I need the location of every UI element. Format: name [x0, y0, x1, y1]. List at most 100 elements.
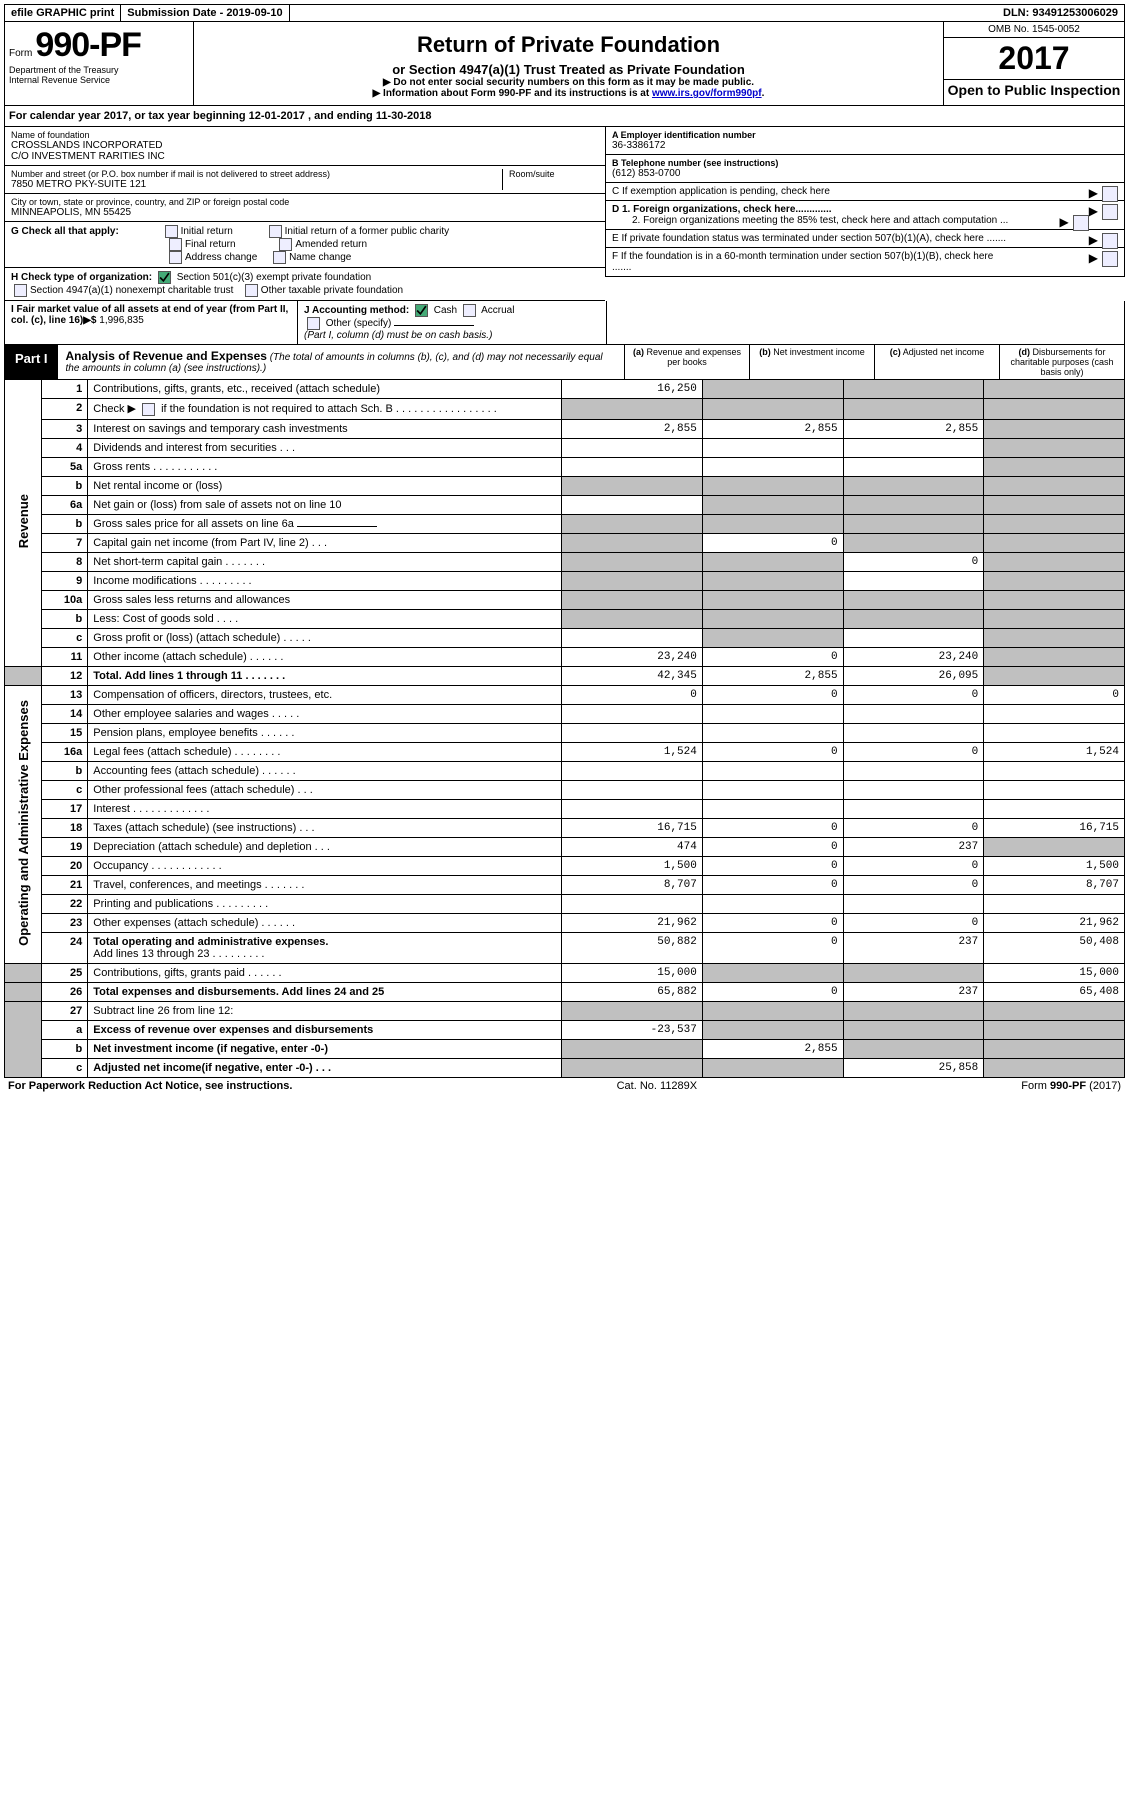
ln: c — [42, 780, 88, 799]
col-c-head: (c) Adjusted net income — [875, 345, 1000, 379]
amt-d — [984, 399, 1125, 420]
amt-c: 25,858 — [843, 1058, 984, 1077]
ln: 22 — [42, 894, 88, 913]
ln: 21 — [42, 875, 88, 894]
desc: Net rental income or (loss) — [88, 476, 562, 495]
other-specify-field[interactable] — [394, 325, 474, 326]
amt-b: 2,855 — [702, 666, 843, 685]
desc: Travel, conferences, and meetings . . . … — [88, 875, 562, 894]
checkbox-other-taxable[interactable] — [245, 284, 258, 297]
desc: Depreciation (attach schedule) and deple… — [88, 837, 562, 856]
amt-b: 2,855 — [702, 1039, 843, 1058]
tel-box: B Telephone number (see instructions) (6… — [605, 155, 1125, 183]
amt-b — [702, 704, 843, 723]
desc: Total. Add lines 1 through 11 . . . . . … — [88, 666, 562, 685]
desc: Net short-term capital gain . . . . . . … — [88, 552, 562, 571]
amt-c — [843, 1039, 984, 1058]
checkbox-cash[interactable] — [415, 304, 428, 317]
form-number: 990-PF — [35, 26, 141, 64]
desc: Subtract line 26 from line 12: — [88, 1001, 562, 1020]
amt-d — [984, 514, 1125, 533]
amt-c — [843, 495, 984, 514]
part1-table: Revenue 1 Contributions, gifts, grants, … — [4, 380, 1125, 1078]
ln: 25 — [42, 963, 88, 982]
checkbox-4947[interactable] — [14, 284, 27, 297]
checkbox-d1[interactable] — [1102, 204, 1118, 220]
amt-d — [984, 894, 1125, 913]
amt-c — [843, 476, 984, 495]
checkbox-501c3[interactable] — [158, 271, 171, 284]
table-row: 2 Check ▶ if the foundation is not requi… — [5, 399, 1125, 420]
i-value: 1,996,835 — [99, 315, 144, 326]
ln: 14 — [42, 704, 88, 723]
amt-b — [702, 609, 843, 628]
amt-d: 15,000 — [984, 963, 1125, 982]
form-header: Form 990-PF Department of the Treasury I… — [4, 22, 1125, 106]
ln: b — [42, 1039, 88, 1058]
h-opt1: Section 501(c)(3) exempt private foundat… — [177, 272, 372, 283]
expenses-label: Operating and Administrative Expenses — [5, 685, 42, 963]
amt-b — [702, 457, 843, 476]
amt-a — [562, 894, 703, 913]
table-row: 3Interest on savings and temporary cash … — [5, 419, 1125, 438]
table-row: 12Total. Add lines 1 through 11 . . . . … — [5, 666, 1125, 685]
amt-b — [702, 761, 843, 780]
table-row: bNet investment income (if negative, ent… — [5, 1039, 1125, 1058]
col-b-lbl: (b) — [759, 347, 771, 357]
amt-b — [702, 963, 843, 982]
checkbox-other-method[interactable] — [307, 317, 320, 330]
ln: 10a — [42, 590, 88, 609]
col-b-text: Net investment income — [773, 347, 865, 357]
checkbox-accrual[interactable] — [463, 304, 476, 317]
footer-mid: Cat. No. 11289X — [617, 1080, 698, 1092]
ln: a — [42, 1020, 88, 1039]
desc: Other employee salaries and wages . . . … — [88, 704, 562, 723]
checkbox-initial-public[interactable] — [269, 225, 282, 238]
amt-d — [984, 799, 1125, 818]
amt-d: 1,524 — [984, 742, 1125, 761]
ij-row: I Fair market value of all assets at end… — [4, 301, 1125, 345]
amt-a: 65,882 — [562, 982, 703, 1001]
checkbox-d2[interactable] — [1073, 215, 1089, 231]
checkbox-final[interactable] — [169, 238, 182, 251]
ln: c — [42, 1058, 88, 1077]
form-note1: ▶ Do not enter social security numbers o… — [200, 77, 937, 88]
ln: 23 — [42, 913, 88, 932]
checkbox-f[interactable] — [1102, 251, 1118, 267]
table-row: bLess: Cost of goods sold . . . . — [5, 609, 1125, 628]
cal-end: 11-30-2018 — [376, 110, 432, 122]
amt-a: 42,345 — [562, 666, 703, 685]
amt-c — [843, 963, 984, 982]
desc: Other income (attach schedule) . . . . .… — [88, 647, 562, 666]
checkbox-amended[interactable] — [279, 238, 292, 251]
instructions-link[interactable]: www.irs.gov/form990pf — [652, 88, 762, 99]
checkbox-schb[interactable] — [142, 403, 155, 416]
desc: Check ▶ if the foundation is not require… — [88, 399, 562, 420]
checkbox-addr-change[interactable] — [169, 251, 182, 264]
arrow-icon: ▶ — [1089, 204, 1098, 218]
city-label: City or town, state or province, country… — [11, 197, 599, 207]
amt-d — [984, 571, 1125, 590]
line6a-field[interactable] — [297, 526, 377, 527]
table-row: bGross sales price for all assets on lin… — [5, 514, 1125, 533]
desc: Gross sales less returns and allowances — [88, 590, 562, 609]
checkbox-name-change[interactable] — [273, 251, 286, 264]
i-label: I Fair market value of all assets at end… — [11, 304, 288, 326]
amt-c — [843, 533, 984, 552]
g-opt0: Initial return — [181, 226, 233, 237]
desc: Legal fees (attach schedule) . . . . . .… — [88, 742, 562, 761]
amt-b: 0 — [702, 837, 843, 856]
amt-b: 0 — [702, 742, 843, 761]
f-box: F If the foundation is in a 60-month ter… — [605, 248, 1125, 277]
table-row: cOther professional fees (attach schedul… — [5, 780, 1125, 799]
amt-c — [843, 571, 984, 590]
checkbox-initial-return[interactable] — [165, 225, 178, 238]
j-accrual: Accrual — [481, 305, 514, 316]
part1-tag: Part I — [5, 345, 58, 379]
checkbox-c[interactable] — [1102, 186, 1118, 202]
amt-d — [984, 457, 1125, 476]
g-opt5: Name change — [289, 252, 351, 263]
checkbox-e[interactable] — [1102, 233, 1118, 249]
amt-c: 0 — [843, 875, 984, 894]
amt-c — [843, 894, 984, 913]
